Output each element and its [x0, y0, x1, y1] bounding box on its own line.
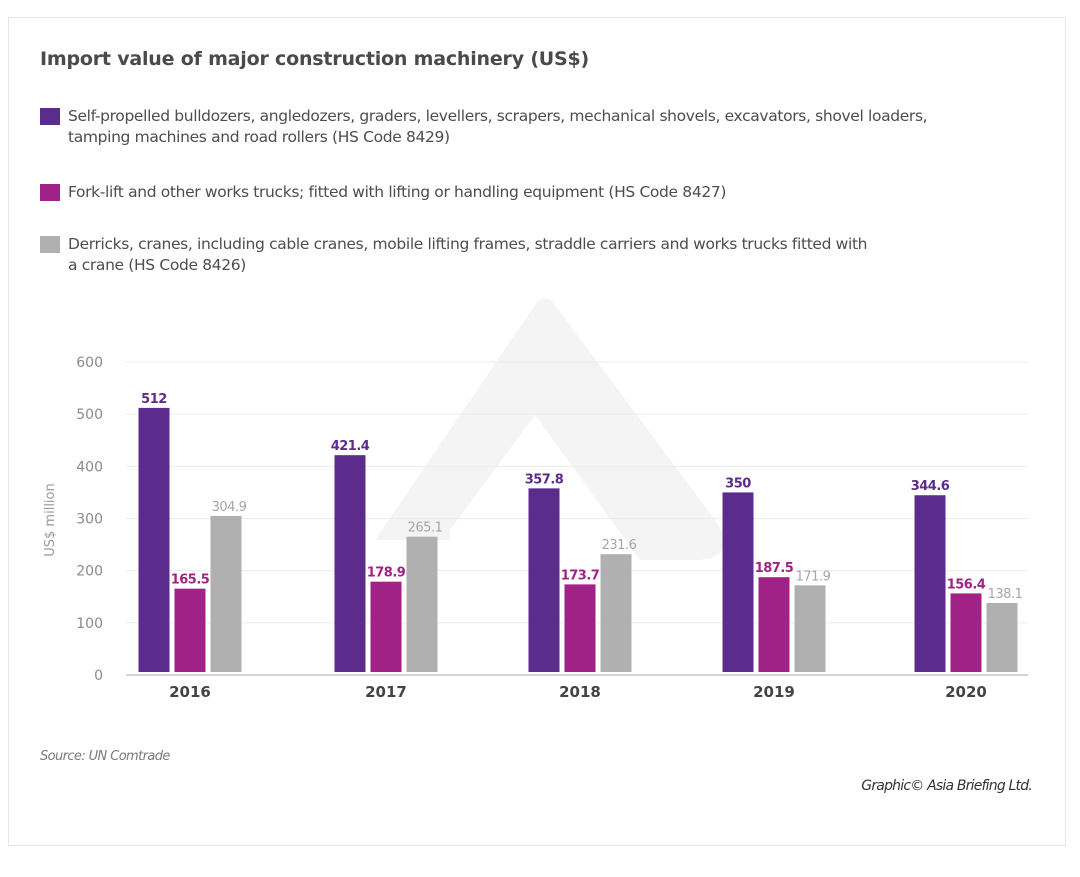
data-label: 304.9	[212, 500, 247, 515]
x-axis-ticks: 2016 2017 2018 2019 2020	[169, 683, 987, 701]
bar-2019-series-3	[794, 585, 826, 672]
x-tick-label: 2017	[365, 683, 407, 701]
graphic-credit: Graphic© Asia Briefing Ltd.	[861, 778, 1033, 794]
data-label: 171.9	[796, 569, 831, 584]
legend-item-hs8426: Derricks, cranes, including cable cranes…	[40, 234, 868, 276]
legend-item-hs8429: Self-propelled bulldozers, angledozers, …	[40, 106, 928, 148]
y-tick-label: 600	[76, 355, 103, 371]
legend-label-line: Derricks, cranes, including cable cranes…	[68, 235, 868, 253]
legend-item-hs8427: Fork-lift and other works trucks; fitted…	[40, 182, 726, 203]
bar-2020-series-3	[986, 602, 1018, 672]
bar-2016-series-3	[210, 515, 242, 672]
bar-2018-series-3	[600, 554, 632, 672]
bar-2018-series-1	[528, 488, 560, 672]
y-axis-ticks: 0 100 200 300 400 500 600	[76, 355, 103, 684]
source-note: Source: UN Comtrade	[40, 749, 170, 764]
legend-swatch-hs8427	[40, 184, 60, 201]
bar-2017-series-2	[370, 581, 402, 672]
data-label: 344.6	[911, 479, 950, 494]
legend-swatch-hs8426	[40, 236, 60, 253]
data-label: 512	[141, 392, 167, 407]
data-label: 357.8	[525, 472, 564, 487]
legend-label-hs8429: Self-propelled bulldozers, angledozers, …	[68, 106, 928, 148]
y-tick-label: 400	[76, 459, 103, 475]
x-tick-label: 2019	[753, 683, 795, 701]
legend-label-hs8427: Fork-lift and other works trucks; fitted…	[68, 182, 726, 203]
x-tick-label: 2016	[169, 683, 211, 701]
data-label: 138.1	[988, 587, 1023, 602]
y-tick-label: 100	[76, 616, 103, 632]
chart-card	[8, 17, 1066, 846]
bar-2017-series-1	[334, 455, 366, 672]
legend-label-line: Self-propelled bulldozers, angledozers, …	[68, 107, 928, 125]
data-label: 178.9	[367, 566, 406, 581]
data-label: 173.7	[561, 568, 600, 583]
data-labels: 512 165.5 304.9 421.4 178.9 265.1 357.8 173.723…	[141, 392, 1023, 602]
data-label: 231.6	[602, 538, 637, 553]
chart-title: Import value of major construction machi…	[40, 48, 590, 70]
y-tick-label: 300	[76, 512, 103, 528]
bars	[138, 407, 1018, 672]
bar-2019-series-1	[722, 492, 754, 672]
y-axis-label: US$ million	[43, 483, 58, 556]
x-tick-label: 2020	[945, 683, 987, 701]
data-label: 265.1	[408, 521, 443, 536]
bar-2019-series-2	[758, 577, 790, 672]
watermark-logo-icon	[375, 298, 725, 560]
bar-2016-series-2	[174, 588, 206, 672]
legend-label-line: tamping machines and road rollers (HS Co…	[68, 128, 450, 146]
bar-2020-series-2	[950, 593, 982, 672]
legend-label-hs8426: Derricks, cranes, including cable cranes…	[68, 234, 868, 276]
y-tick-label: 500	[76, 407, 103, 423]
bar-2018-series-2	[564, 584, 596, 672]
y-tick-label: 200	[76, 564, 103, 580]
legend-label-line: a crane (HS Code 8426)	[68, 256, 246, 274]
data-label: 350	[725, 476, 751, 491]
bar-2017-series-3	[406, 536, 438, 672]
x-tick-label: 2018	[559, 683, 601, 701]
data-label: 187.5	[755, 561, 794, 576]
bar-2020-series-1	[914, 495, 946, 672]
bar-2016-series-1	[138, 407, 170, 672]
data-label: 421.4	[331, 439, 370, 454]
legend-swatch-hs8429	[40, 108, 60, 125]
data-label: 165.5	[171, 573, 210, 588]
data-label: 156.4	[947, 577, 986, 592]
y-tick-label: 0	[94, 668, 103, 684]
legend-label-line: Fork-lift and other works trucks; fitted…	[68, 183, 727, 201]
